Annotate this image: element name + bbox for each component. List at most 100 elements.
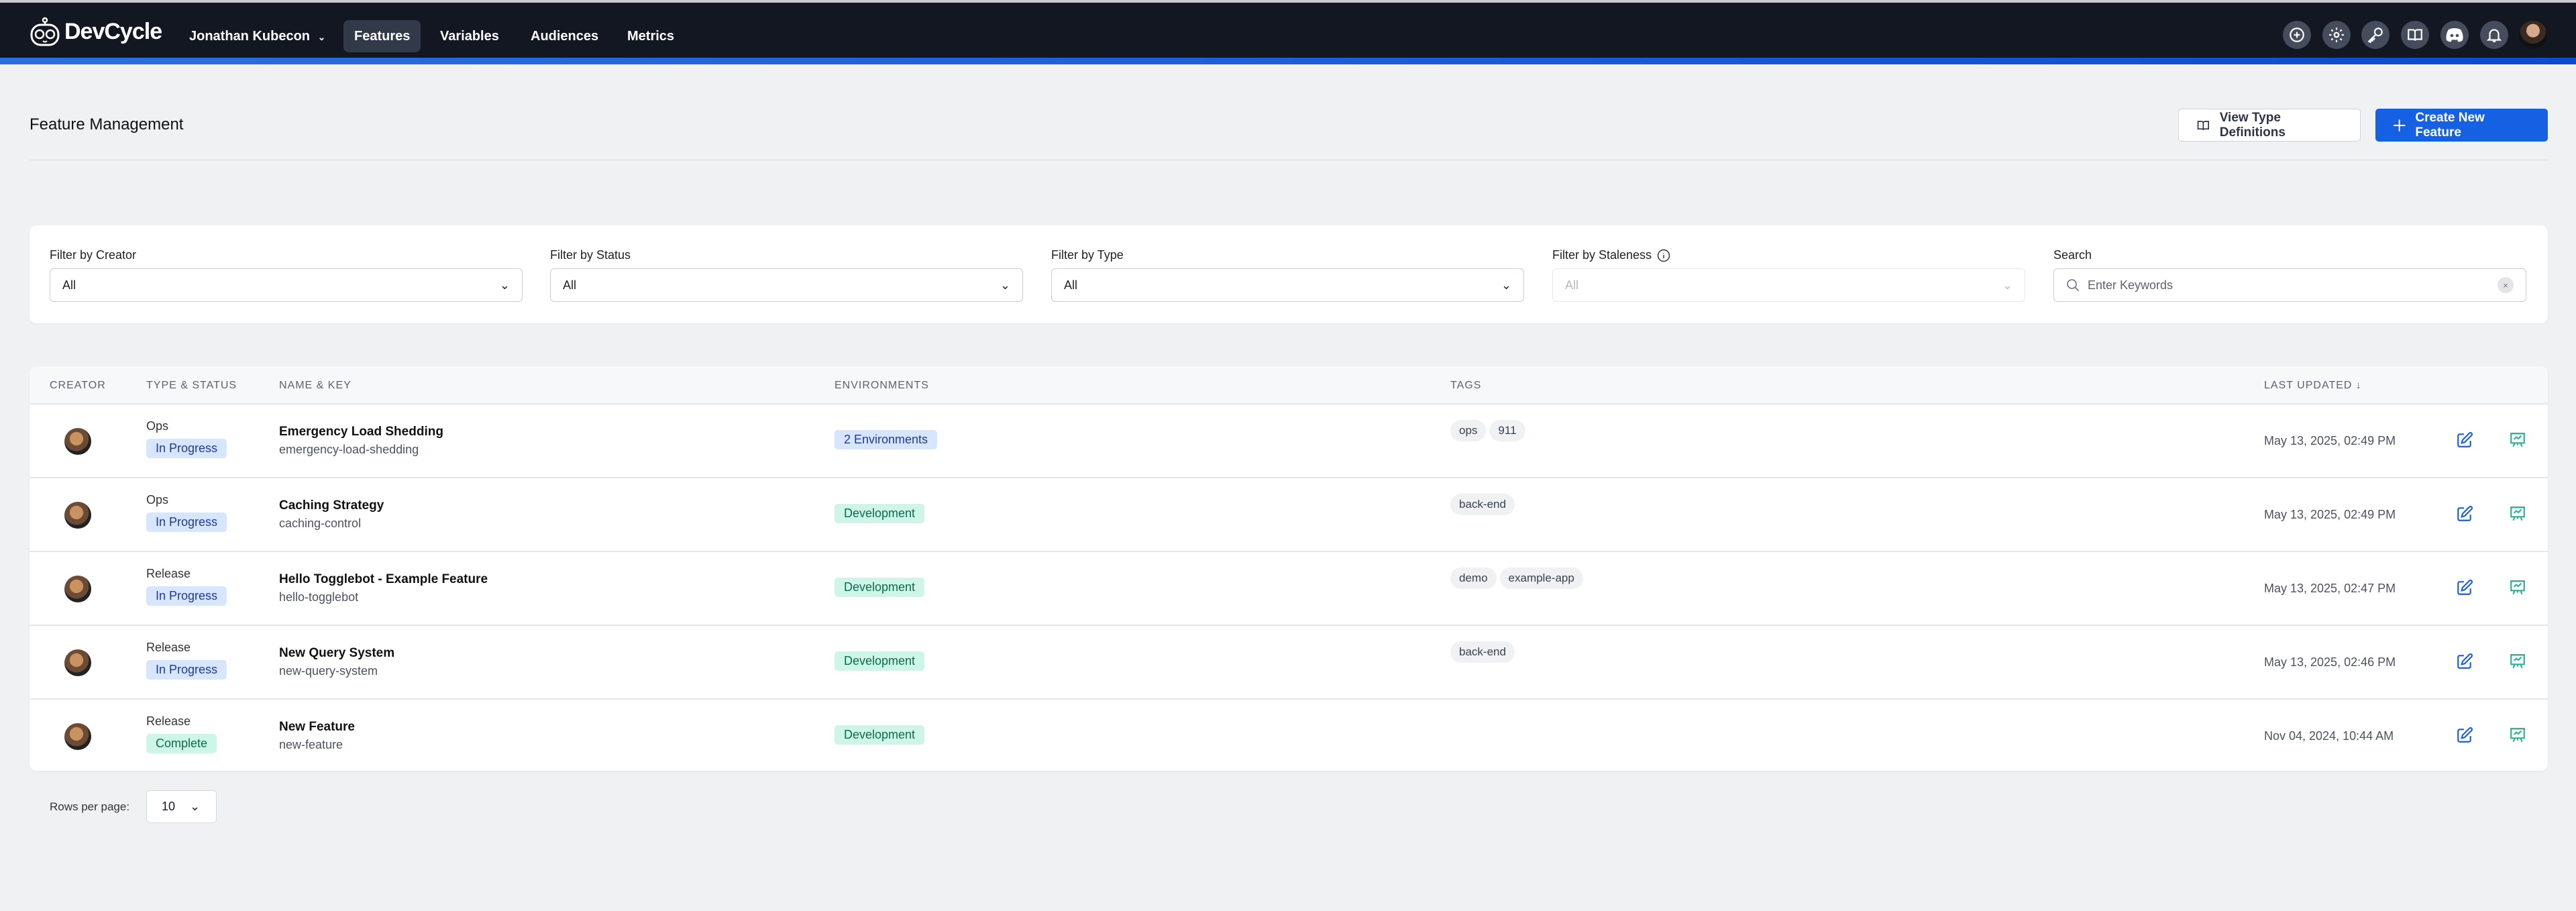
- status-badge: Complete: [146, 734, 217, 753]
- edit-icon[interactable]: [2456, 505, 2473, 523]
- chevron-down-icon: ⌄: [1000, 278, 1010, 292]
- tag-chip[interactable]: back-end: [1450, 494, 1515, 515]
- creator-avatar: [64, 428, 91, 455]
- brand-name: DevCycle: [64, 18, 162, 44]
- chevron-down-icon: ⌄: [1501, 278, 1511, 292]
- col-last-updated-label: LAST UPDATED: [2264, 380, 2353, 391]
- devcycle-logo[interactable]: DevCycle: [30, 16, 162, 47]
- features-table: CREATOR TYPE & STATUS NAME & KEY ENVIRON…: [30, 366, 2548, 771]
- info-icon[interactable]: [1657, 249, 1670, 262]
- edit-icon[interactable]: [2456, 653, 2473, 670]
- table-row[interactable]: Ops In Progress Emergency Load Shedding …: [30, 405, 2548, 478]
- feature-name[interactable]: Emergency Load Shedding: [279, 425, 443, 439]
- last-updated: May 13, 2025, 02:46 PM: [2264, 655, 2396, 669]
- feature-type: Ops: [146, 493, 169, 506]
- status-badge: In Progress: [146, 439, 227, 458]
- environments-badge[interactable]: Development: [835, 725, 925, 745]
- gear-icon[interactable]: [2322, 21, 2351, 49]
- rows-per-page-select[interactable]: 10 ⌄: [146, 790, 217, 823]
- filter-type-label: Filter by Type: [1051, 248, 1124, 262]
- filter-status-select[interactable]: All ⌄: [550, 268, 1023, 302]
- org-switcher[interactable]: Jonathan Kubecon ⌄: [189, 20, 325, 52]
- filter-creator-select[interactable]: All ⌄: [50, 268, 523, 302]
- filter-status-label: Filter by Status: [550, 248, 631, 262]
- tag-chip[interactable]: example-app: [1499, 568, 1583, 589]
- view-type-definitions-button[interactable]: View Type Definitions: [2178, 109, 2361, 142]
- filter-panel: Filter by Creator All ⌄ Filter by Status …: [30, 225, 2548, 323]
- plus-icon: [2393, 119, 2406, 131]
- last-updated: Nov 04, 2024, 10:44 AM: [2264, 729, 2394, 743]
- environments-badge[interactable]: 2 Environments: [835, 430, 938, 449]
- metrics-chart-icon[interactable]: [2509, 653, 2526, 670]
- nav-metrics[interactable]: Metrics: [627, 29, 675, 44]
- feature-name[interactable]: New Feature: [279, 720, 355, 734]
- table-body: Ops In Progress Emergency Load Shedding …: [30, 405, 2548, 771]
- accent-bar: [0, 58, 2576, 64]
- search-label: Search: [2053, 248, 2092, 262]
- environments-badge[interactable]: Development: [835, 651, 925, 671]
- col-creator: CREATOR: [50, 380, 106, 391]
- table-row[interactable]: Release In Progress New Query System new…: [30, 626, 2548, 700]
- environments-badge[interactable]: Development: [835, 504, 925, 523]
- feature-name[interactable]: Caching Strategy: [279, 498, 384, 513]
- filter-staleness-label: Filter by Staleness: [1552, 248, 1652, 262]
- table-row[interactable]: Release Complete New Feature new-feature…: [30, 700, 2548, 773]
- environments-badge[interactable]: Development: [835, 578, 925, 597]
- user-avatar[interactable]: [2519, 21, 2547, 49]
- tags-list: ops 911: [1450, 420, 1525, 441]
- plus-circle-icon[interactable]: [2283, 21, 2311, 49]
- filter-staleness-select: All ⌄: [1552, 268, 2025, 302]
- feature-type: Ops: [146, 419, 169, 433]
- tag-chip[interactable]: demo: [1450, 568, 1497, 589]
- metrics-chart-icon[interactable]: [2509, 431, 2526, 449]
- last-updated: May 13, 2025, 02:49 PM: [2264, 434, 2396, 447]
- feature-key: new-feature: [279, 738, 343, 751]
- clear-search-icon[interactable]: ×: [2498, 277, 2514, 293]
- nav-variables[interactable]: Variables: [440, 29, 499, 44]
- chevron-down-icon: ⌄: [499, 278, 510, 292]
- nav-features[interactable]: Features: [343, 20, 421, 52]
- edit-icon[interactable]: [2456, 579, 2473, 596]
- status-badge: In Progress: [146, 586, 227, 606]
- filter-status-value: All: [563, 278, 577, 292]
- book-icon[interactable]: [2401, 21, 2429, 49]
- window-top-edge: [0, 0, 2576, 3]
- metrics-chart-icon[interactable]: [2509, 579, 2526, 596]
- creator-avatar: [64, 723, 91, 750]
- filter-staleness-label-wrap: Filter by Staleness: [1552, 248, 1670, 262]
- edit-icon[interactable]: [2456, 431, 2473, 449]
- filter-type-select[interactable]: All ⌄: [1051, 268, 1524, 302]
- search-input[interactable]: Enter Keywords ×: [2053, 268, 2526, 302]
- col-last-updated[interactable]: LAST UPDATED ↓: [2264, 380, 2362, 392]
- metrics-chart-icon[interactable]: [2509, 505, 2526, 523]
- tag-chip[interactable]: ops: [1450, 420, 1487, 441]
- tag-chip[interactable]: 911: [1489, 420, 1525, 441]
- table-row[interactable]: Ops In Progress Caching Strategy caching…: [30, 478, 2548, 552]
- nav-audiences[interactable]: Audiences: [531, 29, 599, 44]
- feature-name[interactable]: New Query System: [279, 646, 395, 660]
- rows-per-page-value: 10: [162, 800, 176, 813]
- feature-key: new-query-system: [279, 664, 378, 678]
- discord-icon[interactable]: [2440, 21, 2469, 49]
- filter-creator-value: All: [62, 278, 76, 292]
- creator-avatar: [64, 649, 91, 676]
- create-new-feature-label: Create New Feature: [2415, 110, 2485, 140]
- edit-icon[interactable]: [2456, 727, 2473, 744]
- rows-per-page-label: Rows per page:: [50, 800, 130, 813]
- feature-type: Release: [146, 714, 191, 728]
- key-icon[interactable]: [2361, 21, 2390, 49]
- book-icon: [2197, 120, 2209, 130]
- last-updated: May 13, 2025, 02:49 PM: [2264, 508, 2396, 521]
- create-new-feature-button[interactable]: Create New Feature: [2375, 109, 2548, 142]
- page-title: Feature Management: [30, 115, 184, 133]
- table-header: CREATOR TYPE & STATUS NAME & KEY ENVIRON…: [30, 366, 2548, 405]
- bell-icon[interactable]: [2480, 21, 2508, 49]
- table-row[interactable]: Release In Progress Hello Togglebot - Ex…: [30, 552, 2548, 626]
- feature-type: Release: [146, 567, 191, 580]
- chevron-down-icon: ⌄: [317, 32, 326, 42]
- sort-desc-icon: ↓: [2355, 380, 2362, 391]
- filter-type-value: All: [1064, 278, 1078, 292]
- metrics-chart-icon[interactable]: [2509, 727, 2526, 744]
- tag-chip[interactable]: back-end: [1450, 641, 1515, 663]
- feature-name[interactable]: Hello Togglebot - Example Feature: [279, 572, 488, 586]
